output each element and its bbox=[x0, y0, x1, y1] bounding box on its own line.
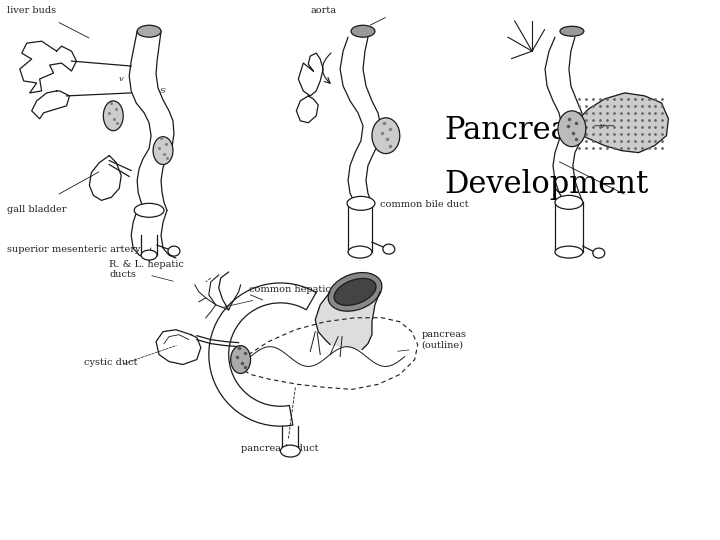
Ellipse shape bbox=[168, 246, 180, 256]
Ellipse shape bbox=[593, 248, 605, 258]
Text: d: d bbox=[163, 139, 168, 147]
Ellipse shape bbox=[351, 25, 375, 37]
Text: pancreatic duct: pancreatic duct bbox=[240, 444, 318, 453]
Text: v: v bbox=[599, 122, 604, 130]
Ellipse shape bbox=[372, 118, 400, 153]
Polygon shape bbox=[555, 202, 583, 252]
Ellipse shape bbox=[555, 195, 583, 210]
Text: R. & L. hepatic
ducts: R. & L. hepatic ducts bbox=[109, 260, 184, 280]
Ellipse shape bbox=[328, 273, 382, 311]
Text: v: v bbox=[119, 75, 124, 83]
Ellipse shape bbox=[153, 137, 173, 165]
Ellipse shape bbox=[104, 101, 123, 131]
Text: S: S bbox=[160, 87, 166, 95]
Ellipse shape bbox=[555, 246, 583, 258]
Polygon shape bbox=[545, 37, 584, 202]
Ellipse shape bbox=[558, 111, 586, 147]
Polygon shape bbox=[340, 37, 381, 204]
Ellipse shape bbox=[334, 279, 376, 306]
Polygon shape bbox=[297, 96, 318, 123]
Text: gall bladder: gall bladder bbox=[6, 205, 66, 214]
Ellipse shape bbox=[134, 204, 164, 217]
Polygon shape bbox=[156, 330, 201, 364]
Text: Development: Development bbox=[444, 170, 649, 200]
Polygon shape bbox=[348, 204, 372, 252]
Text: Pancreas: Pancreas bbox=[444, 114, 585, 146]
Text: common hepatic duct: common hepatic duct bbox=[248, 285, 356, 294]
Ellipse shape bbox=[348, 246, 372, 258]
Text: liver buds: liver buds bbox=[6, 6, 56, 15]
Polygon shape bbox=[129, 31, 174, 210]
Polygon shape bbox=[572, 93, 668, 153]
Polygon shape bbox=[131, 210, 176, 258]
Text: pancreas
(outline): pancreas (outline) bbox=[422, 330, 467, 349]
Ellipse shape bbox=[230, 346, 251, 374]
Polygon shape bbox=[209, 283, 316, 426]
Text: common bile duct: common bile duct bbox=[380, 200, 469, 210]
Polygon shape bbox=[32, 91, 70, 119]
Ellipse shape bbox=[137, 25, 161, 37]
Text: d: d bbox=[387, 127, 392, 134]
Polygon shape bbox=[298, 53, 323, 96]
Text: aorta: aorta bbox=[310, 6, 336, 15]
Ellipse shape bbox=[383, 244, 395, 254]
Ellipse shape bbox=[280, 445, 300, 457]
Polygon shape bbox=[19, 41, 76, 93]
Polygon shape bbox=[240, 318, 418, 389]
Text: superior mesenteric artery: superior mesenteric artery bbox=[6, 245, 140, 254]
Text: cystic duct: cystic duct bbox=[84, 357, 138, 367]
Ellipse shape bbox=[347, 197, 375, 210]
Polygon shape bbox=[315, 292, 380, 349]
Polygon shape bbox=[89, 156, 121, 200]
Ellipse shape bbox=[560, 26, 584, 36]
Ellipse shape bbox=[141, 250, 157, 260]
